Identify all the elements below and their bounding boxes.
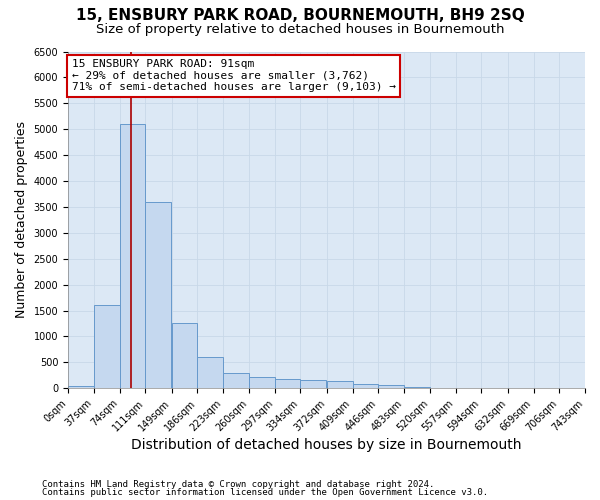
Bar [94, 306, 119, 388]
Text: 15, ENSBURY PARK ROAD, BOURNEMOUTH, BH9 2SQ: 15, ENSBURY PARK ROAD, BOURNEMOUTH, BH9 … [76, 8, 524, 22]
Y-axis label: Number of detached properties: Number of detached properties [15, 122, 28, 318]
Bar [223, 372, 249, 388]
Bar [301, 380, 326, 388]
Text: Contains public sector information licensed under the Open Government Licence v3: Contains public sector information licen… [42, 488, 488, 497]
Bar [404, 386, 430, 388]
Bar [145, 202, 171, 388]
X-axis label: Distribution of detached houses by size in Bournemouth: Distribution of detached houses by size … [131, 438, 522, 452]
Bar [379, 385, 404, 388]
Bar [275, 379, 301, 388]
Bar [353, 384, 379, 388]
Bar [68, 386, 94, 388]
Text: Size of property relative to detached houses in Bournemouth: Size of property relative to detached ho… [96, 22, 504, 36]
Bar [249, 376, 275, 388]
Text: 15 ENSBURY PARK ROAD: 91sqm
← 29% of detached houses are smaller (3,762)
71% of : 15 ENSBURY PARK ROAD: 91sqm ← 29% of det… [71, 60, 395, 92]
Bar [172, 324, 197, 388]
Bar [119, 124, 145, 388]
Bar [327, 382, 353, 388]
Bar [197, 357, 223, 388]
Text: Contains HM Land Registry data © Crown copyright and database right 2024.: Contains HM Land Registry data © Crown c… [42, 480, 434, 489]
